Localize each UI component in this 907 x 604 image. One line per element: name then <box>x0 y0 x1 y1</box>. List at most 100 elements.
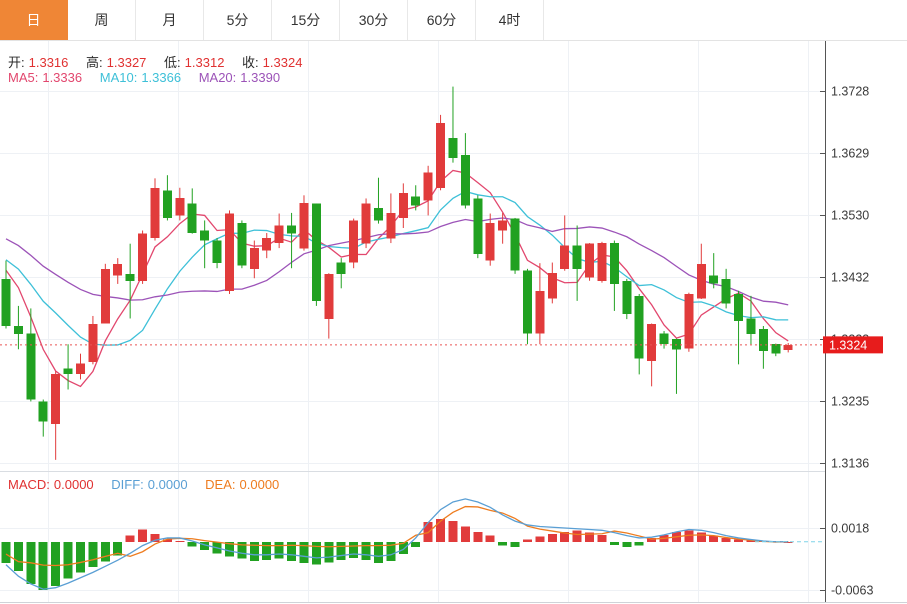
candle[interactable] <box>88 315 98 365</box>
candle[interactable] <box>212 238 222 269</box>
candle[interactable] <box>746 295 756 345</box>
tab-15min[interactable]: 15分 <box>272 0 340 40</box>
candle[interactable] <box>547 262 557 304</box>
macd-bar <box>522 539 532 542</box>
candle[interactable] <box>510 217 520 274</box>
candle[interactable] <box>386 193 396 244</box>
candle[interactable] <box>498 212 508 244</box>
candle[interactable] <box>373 177 383 224</box>
tab-day[interactable]: 日 <box>0 0 68 40</box>
candle[interactable] <box>361 198 371 249</box>
ohlc-legend: 开: 1.3316 高: 1.3327 低: 1.3312 收: 1.3324 <box>8 52 306 71</box>
candle[interactable] <box>187 188 197 234</box>
candle[interactable] <box>150 178 160 241</box>
candle[interactable] <box>535 263 545 345</box>
macd-bar <box>411 541 421 548</box>
dea-value: 0.0000 <box>239 477 280 492</box>
candle[interactable] <box>262 233 272 259</box>
candle[interactable] <box>411 185 421 211</box>
candle[interactable] <box>299 195 309 251</box>
macd-bar <box>75 541 85 573</box>
candle[interactable] <box>175 187 185 221</box>
candle[interactable] <box>51 371 61 460</box>
macd-bar <box>547 534 557 542</box>
candle[interactable] <box>560 215 570 271</box>
candle[interactable] <box>38 399 48 437</box>
macd-bar <box>721 537 731 542</box>
macd-bar <box>113 541 123 556</box>
axis-tick-label: 0.0018 <box>831 522 869 536</box>
candle[interactable] <box>696 243 706 299</box>
candle[interactable] <box>684 292 694 352</box>
macd-bar <box>373 541 383 564</box>
candle[interactable] <box>448 86 458 163</box>
axis-tick-label: 1.3530 <box>831 209 869 223</box>
candle[interactable] <box>522 268 532 345</box>
macd-bar <box>63 541 73 579</box>
candle[interactable] <box>100 263 110 324</box>
candle[interactable] <box>572 225 582 301</box>
tab-week[interactable]: 周 <box>68 0 136 40</box>
tab-month[interactable]: 月 <box>136 0 204 40</box>
ma5-value: 1.3336 <box>42 70 83 85</box>
candle[interactable] <box>473 195 483 259</box>
candle[interactable] <box>585 243 595 281</box>
macd-bar <box>386 541 396 561</box>
candle[interactable] <box>63 344 73 390</box>
candle[interactable] <box>162 175 172 221</box>
tab-5min[interactable]: 5分 <box>204 0 272 40</box>
candle[interactable] <box>709 253 719 289</box>
candle[interactable] <box>138 230 148 284</box>
candle[interactable] <box>609 240 619 311</box>
candle[interactable] <box>75 353 85 380</box>
candle[interactable] <box>783 342 793 353</box>
candle[interactable] <box>721 268 731 309</box>
candle[interactable] <box>597 241 607 283</box>
candle[interactable] <box>311 203 321 306</box>
macd-value: 0.0000 <box>53 477 94 492</box>
candle[interactable] <box>349 218 359 269</box>
tab-30min[interactable]: 30分 <box>340 0 408 40</box>
ma5-label: MA5: <box>8 70 39 85</box>
candle[interactable] <box>324 273 334 339</box>
candle[interactable] <box>249 240 259 279</box>
macd-bar <box>224 541 234 557</box>
candle[interactable] <box>671 338 681 394</box>
candle[interactable] <box>1 260 11 329</box>
candle[interactable] <box>13 305 23 350</box>
candle[interactable] <box>634 293 644 375</box>
tab-4hour[interactable]: 4时 <box>476 0 544 40</box>
candle[interactable] <box>647 323 657 387</box>
grid-lines <box>0 41 825 602</box>
macd-bar <box>448 521 458 542</box>
dea-line <box>5 505 789 567</box>
candle[interactable] <box>659 331 669 349</box>
candle[interactable] <box>398 183 408 228</box>
macd-bar <box>249 541 259 561</box>
tab-60min[interactable]: 60分 <box>408 0 476 40</box>
candle[interactable] <box>336 258 346 289</box>
candle[interactable] <box>460 133 470 209</box>
candle[interactable] <box>200 220 210 269</box>
candle[interactable] <box>274 213 284 249</box>
candle[interactable] <box>771 343 781 357</box>
candle[interactable] <box>26 308 36 402</box>
candle[interactable] <box>436 114 446 191</box>
candle[interactable] <box>237 220 247 269</box>
candle[interactable] <box>287 212 297 269</box>
dea-label: DEA: <box>205 477 236 492</box>
current-price-tag: 1.3324 <box>823 336 883 354</box>
candle[interactable] <box>423 165 433 216</box>
axis-tick-label: 1.3728 <box>831 85 869 99</box>
macd-bar <box>572 530 582 542</box>
candle[interactable] <box>485 213 495 266</box>
candle[interactable] <box>224 210 234 294</box>
candle[interactable] <box>734 290 744 365</box>
macd-bar <box>13 541 23 571</box>
candle[interactable] <box>622 278 632 320</box>
candle[interactable] <box>125 243 135 319</box>
candle[interactable] <box>758 326 768 369</box>
timeframe-tabs: 日 周 月 5分 15分 30分 60分 4时 <box>0 0 907 41</box>
candle[interactable] <box>113 258 123 284</box>
